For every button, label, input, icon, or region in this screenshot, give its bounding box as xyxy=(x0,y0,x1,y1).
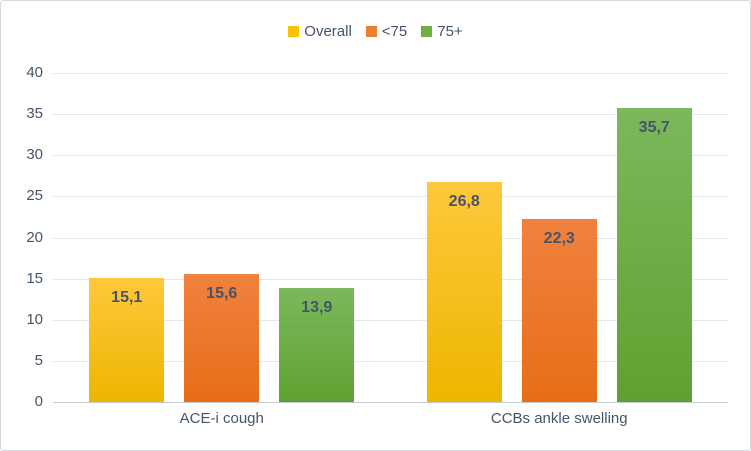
bar-<75-ACE-i cough xyxy=(184,273,260,402)
legend-swatch-icon xyxy=(421,26,433,37)
legend-swatch-icon xyxy=(365,26,377,37)
data-label: 26,8 xyxy=(448,192,480,210)
gridline xyxy=(53,73,728,74)
data-label: 35,7 xyxy=(638,119,670,137)
bar-Overall-ACE-i cough xyxy=(89,277,165,402)
category-label: ACE-i cough xyxy=(179,410,264,427)
legend-item: Overall xyxy=(288,24,352,39)
gridline xyxy=(53,319,728,321)
y-tick-label: 5 xyxy=(34,351,43,369)
gridline xyxy=(53,196,728,198)
data-label: 15,1 xyxy=(111,288,143,306)
bar-75+-CCBs ankle swelling xyxy=(616,108,692,402)
y-tick-label: 10 xyxy=(26,310,43,328)
gridline xyxy=(53,114,728,116)
legend-label: <75 xyxy=(381,23,408,40)
legend-label: 75+ xyxy=(437,23,463,40)
y-tick-label: 30 xyxy=(26,146,43,164)
bar-75+-ACE-i cough xyxy=(279,287,355,402)
data-label: 15,6 xyxy=(206,284,238,302)
y-tick-label: 0 xyxy=(34,393,43,410)
data-label: 13,9 xyxy=(301,298,333,316)
legend-swatch-icon xyxy=(288,26,300,37)
y-tick-label: 15 xyxy=(26,269,43,287)
chart-legend: Overall <75 75+ xyxy=(1,24,750,39)
y-tick-label: 20 xyxy=(26,228,43,246)
bar-<75-CCBs ankle swelling xyxy=(521,218,597,402)
gridline xyxy=(53,237,728,239)
y-tick-label: 35 xyxy=(26,105,43,123)
legend-item: 75+ xyxy=(421,23,463,40)
gridline xyxy=(53,278,728,280)
y-tick-label: 25 xyxy=(26,187,43,205)
category-label: CCBs ankle swelling xyxy=(490,410,628,427)
y-tick-label: 40 xyxy=(26,64,43,81)
gridline xyxy=(53,155,728,157)
legend-item: <75 xyxy=(365,23,408,40)
gridline xyxy=(53,360,728,362)
x-axis-line xyxy=(53,402,728,403)
legend-label: Overall xyxy=(304,23,352,40)
data-label: 22,3 xyxy=(543,229,575,247)
bar-Overall-CCBs ankle swelling xyxy=(426,181,502,402)
